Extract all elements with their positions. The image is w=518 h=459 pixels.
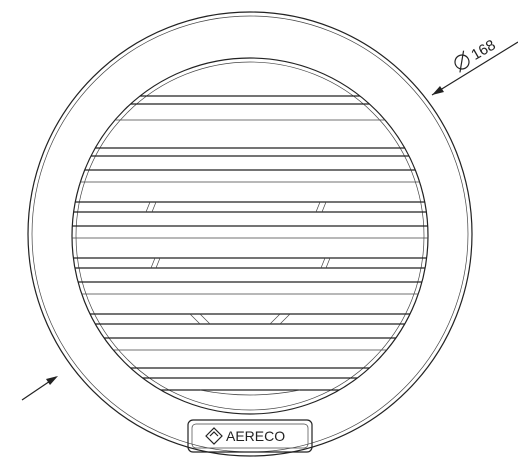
opening-inner bbox=[75, 61, 425, 411]
outer-rim bbox=[27, 11, 473, 457]
louvers bbox=[72, 95, 428, 396]
logo-plate-inner bbox=[191, 423, 309, 449]
outer-rim-inner bbox=[31, 15, 469, 453]
dimension-label: 168 bbox=[468, 37, 498, 64]
logo-text: AERECO bbox=[226, 428, 285, 444]
dimension: 168 bbox=[21, 37, 518, 401]
opening bbox=[71, 57, 429, 415]
logo-icon bbox=[205, 427, 223, 445]
logo-plate bbox=[187, 419, 313, 453]
